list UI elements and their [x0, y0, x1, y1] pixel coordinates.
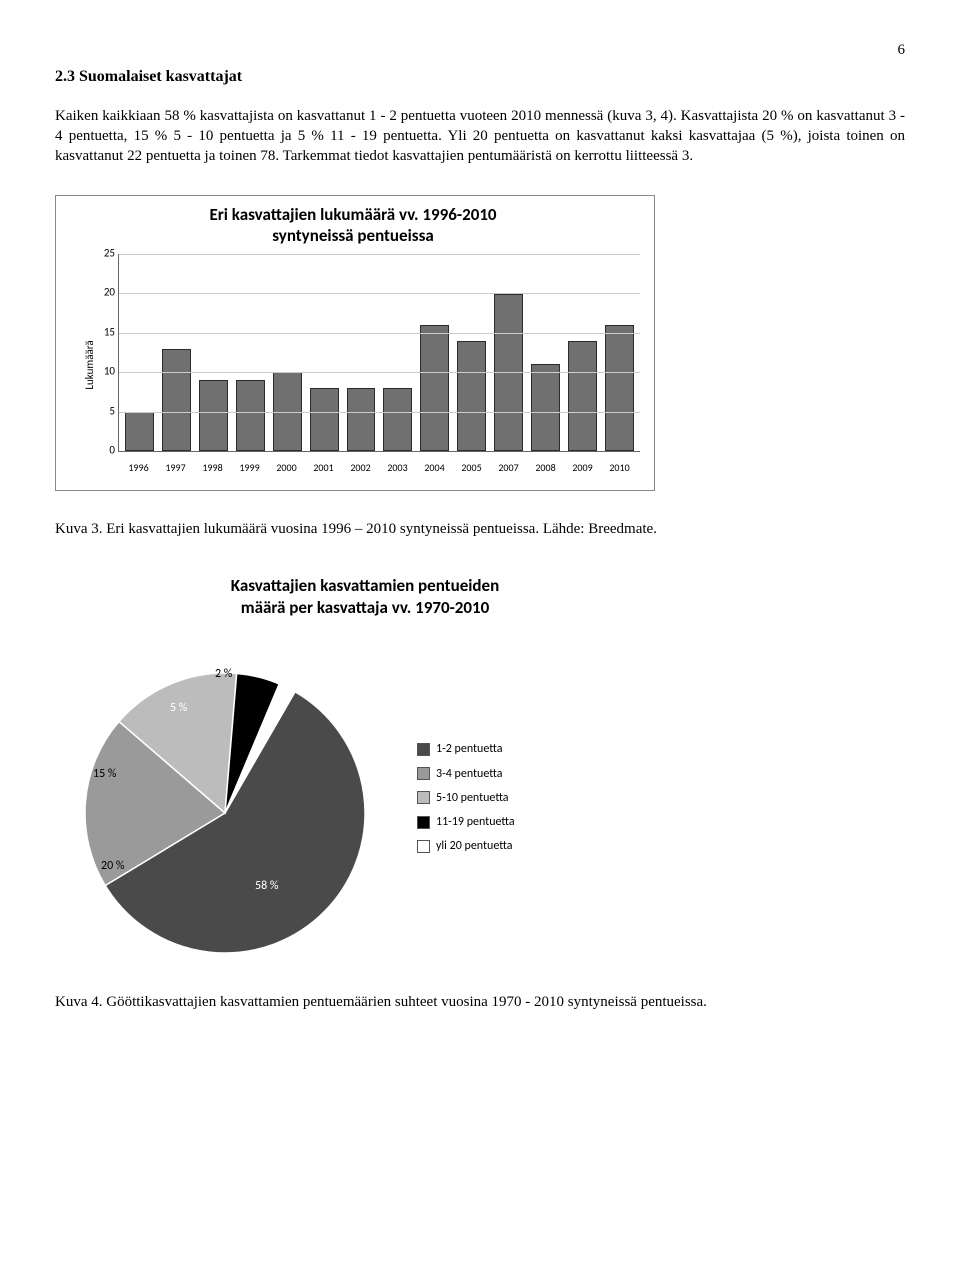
bar-chart-gridline [119, 333, 640, 334]
bar-chart-bar [383, 388, 412, 451]
pie-chart-row: 58 % 20 % 15 % 5 % 2 % 1-2 pentuetta 3-4 pent… [55, 628, 675, 968]
bar-chart-title-line-1: Eri kasvattajien lukumäärä vv. 1996-2010 [209, 204, 496, 225]
bar-chart-xtick: 2002 [346, 461, 375, 475]
bar-chart-ytick: 0 [91, 444, 115, 459]
bar-chart-caption: Kuva 3. Eri kasvattajien lukumäärä vuosi… [55, 519, 905, 539]
bar-chart-bar [125, 412, 154, 451]
body-paragraph: Kaiken kaikkiaan 58 % kasvattajista on k… [55, 106, 905, 167]
pie-slice-label: 20 % [101, 858, 124, 874]
legend-item: yli 20 pentuetta [417, 838, 515, 854]
legend-label: 5-10 pentuetta [436, 790, 509, 806]
bar-chart-xtick: 1996 [124, 461, 153, 475]
bar-chart-bar [531, 364, 560, 451]
bar-chart-ytick: 5 [91, 404, 115, 419]
legend-item: 5-10 pentuetta [417, 790, 515, 806]
bar-chart-xtick: 1999 [235, 461, 264, 475]
bar-chart-xtick: 2001 [309, 461, 338, 475]
bar-chart-gridline [119, 412, 640, 413]
bar-chart-bar [605, 325, 634, 451]
pie-chart-legend: 1-2 pentuetta 3-4 pentuetta 5-10 pentuetta… [417, 733, 515, 862]
bar-chart-bars [119, 254, 640, 451]
bar-chart-plot: 0510152025 [118, 254, 640, 452]
legend-item: 3-4 pentuetta [417, 766, 515, 782]
pie-chart-title: Kasvattajien kasvattamien pentueiden mää… [55, 575, 675, 618]
bar-chart-bar [310, 388, 339, 451]
pie-chart-container: Kasvattajien kasvattamien pentueiden mää… [55, 575, 675, 968]
bar-chart-xtick: 2004 [420, 461, 449, 475]
legend-swatch [417, 791, 430, 804]
page-number: 6 [55, 40, 905, 60]
bar-chart-ytick: 20 [91, 286, 115, 301]
bar-chart-xtick: 2003 [383, 461, 412, 475]
bar-chart-title-line-2: syntyneissä pentueissa [272, 225, 434, 246]
bar-chart-xtick: 2000 [272, 461, 301, 475]
bar-chart-xticks: 1996 1997 1998 1999 2000 2001 2002 2003 2004 2005… [118, 461, 640, 475]
bar-chart-xtick: 2005 [457, 461, 486, 475]
legend-item: 1-2 pentuetta [417, 741, 515, 757]
bar-chart-xtick: 1998 [198, 461, 227, 475]
bar-chart-gridline [119, 293, 640, 294]
legend-label: yli 20 pentuetta [436, 838, 512, 854]
legend-item: 11-19 pentuetta [417, 814, 515, 830]
legend-label: 1-2 pentuetta [436, 741, 502, 757]
pie-slice-label: 15 % [93, 766, 116, 782]
bar-chart-xtick: 2009 [568, 461, 597, 475]
legend-swatch [417, 816, 430, 829]
legend-swatch [417, 743, 430, 756]
bar-chart-xtick: 2010 [605, 461, 634, 475]
bar-chart-ytick: 25 [91, 247, 115, 262]
bar-chart-ytick: 10 [91, 365, 115, 380]
section-heading: 2.3 Suomalaiset kasvattajat [55, 66, 905, 88]
bar-chart-container: Eri kasvattajien lukumäärä vv. 1996-2010… [55, 195, 655, 492]
bar-chart-bar [199, 380, 228, 451]
pie-slice-label: 5 % [170, 700, 187, 716]
bar-chart-bar [420, 325, 449, 451]
pie-slice-label: 58 % [255, 878, 278, 894]
bar-chart-xtick: 2007 [494, 461, 523, 475]
pie-slice-label: 2 % [215, 666, 232, 682]
bar-chart-gridline [119, 372, 640, 373]
bar-chart-xtick: 2008 [531, 461, 560, 475]
pie-chart-caption: Kuva 4. Gööttikasvattajien kasvattamien … [55, 992, 905, 1012]
bar-chart-ytick: 15 [91, 325, 115, 340]
bar-chart-bar [457, 341, 486, 451]
legend-swatch [417, 767, 430, 780]
bar-chart-bar [236, 380, 265, 451]
pie-chart-title-line-2: määrä per kasvattaja vv. 1970-2010 [241, 597, 490, 618]
bar-chart-xtick: 1997 [161, 461, 190, 475]
pie-chart-title-line-1: Kasvattajien kasvattamien pentueiden [231, 575, 500, 596]
bar-chart-bar [162, 349, 191, 451]
legend-label: 11-19 pentuetta [436, 814, 515, 830]
bar-chart-gridline [119, 254, 640, 255]
bar-chart-plot-area: Lukumäärä 0510152025 1996199719981999200… [82, 250, 648, 480]
bar-chart-bar [568, 341, 597, 451]
bar-chart-title: Eri kasvattajien lukumäärä vv. 1996-2010… [58, 204, 648, 247]
bar-chart-bar [347, 388, 376, 451]
legend-label: 3-4 pentuetta [436, 766, 502, 782]
pie-chart-graphic: 58 % 20 % 15 % 5 % 2 % [55, 628, 395, 968]
legend-swatch [417, 840, 430, 853]
